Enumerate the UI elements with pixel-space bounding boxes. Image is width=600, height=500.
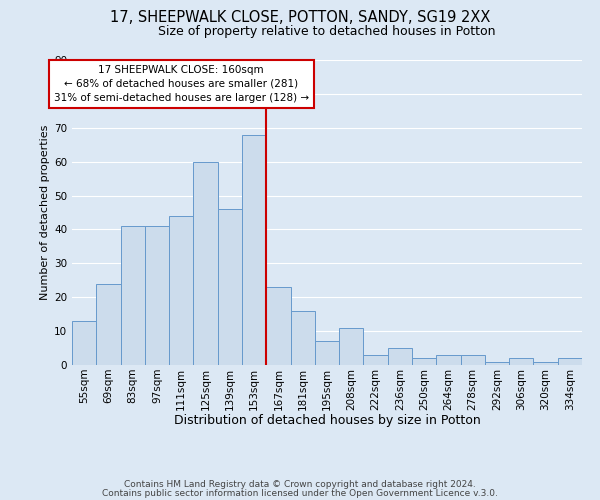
Text: 17 SHEEPWALK CLOSE: 160sqm
← 68% of detached houses are smaller (281)
31% of sem: 17 SHEEPWALK CLOSE: 160sqm ← 68% of deta… xyxy=(54,64,309,102)
Bar xyxy=(509,358,533,365)
Bar xyxy=(72,321,96,365)
Bar xyxy=(145,226,169,365)
Text: Contains HM Land Registry data © Crown copyright and database right 2024.: Contains HM Land Registry data © Crown c… xyxy=(124,480,476,489)
X-axis label: Distribution of detached houses by size in Potton: Distribution of detached houses by size … xyxy=(173,414,481,427)
Bar xyxy=(218,209,242,365)
Bar xyxy=(169,216,193,365)
Text: Contains public sector information licensed under the Open Government Licence v.: Contains public sector information licen… xyxy=(102,489,498,498)
Bar xyxy=(533,362,558,365)
Bar xyxy=(412,358,436,365)
Bar xyxy=(339,328,364,365)
Y-axis label: Number of detached properties: Number of detached properties xyxy=(40,125,50,300)
Bar xyxy=(290,311,315,365)
Bar xyxy=(121,226,145,365)
Bar xyxy=(388,348,412,365)
Bar xyxy=(193,162,218,365)
Bar xyxy=(436,355,461,365)
Bar xyxy=(364,355,388,365)
Bar xyxy=(96,284,121,365)
Bar xyxy=(558,358,582,365)
Bar xyxy=(485,362,509,365)
Text: 17, SHEEPWALK CLOSE, POTTON, SANDY, SG19 2XX: 17, SHEEPWALK CLOSE, POTTON, SANDY, SG19… xyxy=(110,10,490,25)
Bar xyxy=(461,355,485,365)
Bar xyxy=(315,342,339,365)
Bar xyxy=(242,134,266,365)
Title: Size of property relative to detached houses in Potton: Size of property relative to detached ho… xyxy=(158,25,496,38)
Bar xyxy=(266,287,290,365)
